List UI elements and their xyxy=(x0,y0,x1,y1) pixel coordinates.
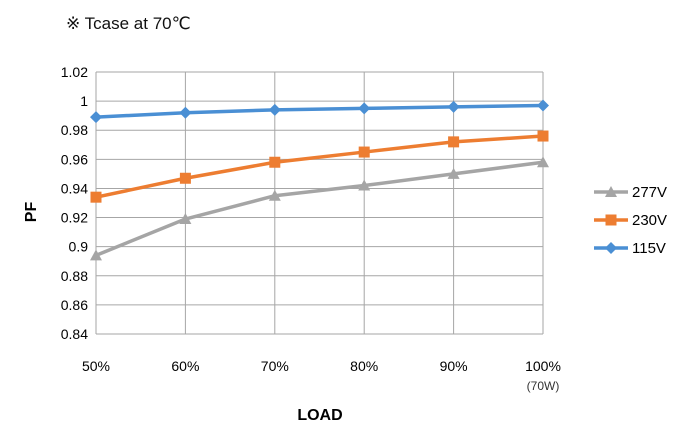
legend-label: 277V xyxy=(632,184,667,201)
series-line-277V xyxy=(95,160,544,258)
data-point-115V xyxy=(537,99,549,112)
x-tick-labels: 50% 60% 70% 80% 90% 100% (70W) xyxy=(82,358,561,393)
y-tick-labels: 0.84 0.86 0.88 0.9 0.92 0.94 0.96 0.98 1 1.02 xyxy=(61,64,88,342)
series-277V xyxy=(90,156,549,261)
x-tick-label: 90% xyxy=(440,358,468,374)
series-230V xyxy=(90,130,549,203)
data-point-115V xyxy=(268,103,281,116)
x-tick-label: 60% xyxy=(171,358,199,374)
x-tick-label: 70% xyxy=(261,358,289,374)
y-tick-label: 1.02 xyxy=(61,64,88,80)
y-tick-label: 0.96 xyxy=(61,151,88,167)
legend-entry-115V: 115V xyxy=(594,240,666,257)
y-tick-label: 0.86 xyxy=(61,297,88,313)
y-axis-title: PF xyxy=(23,202,40,223)
series-line-115V xyxy=(95,103,544,119)
data-point-277V xyxy=(537,156,549,168)
data-point-115V xyxy=(447,100,460,113)
data-point-230V xyxy=(269,156,281,168)
data-point-115V xyxy=(179,106,192,119)
y-tick-label: 0.94 xyxy=(61,180,88,196)
legend: 277V 230V 115V xyxy=(594,184,667,257)
series-group xyxy=(90,99,549,261)
y-tick-label: 0.9 xyxy=(69,239,89,255)
data-point-277V xyxy=(179,213,192,225)
legend-swatch-marker xyxy=(605,214,617,226)
data-point-230V xyxy=(448,136,460,148)
x-axis-title: LOAD xyxy=(297,407,342,424)
data-point-230V xyxy=(358,146,370,158)
data-point-230V xyxy=(90,191,102,203)
x-tick-label: 100% xyxy=(525,358,561,374)
grid xyxy=(95,71,544,335)
y-tick-label: 1 xyxy=(80,93,88,109)
legend-entry-230V: 230V xyxy=(594,212,667,229)
x-tick-sublabel: (70W) xyxy=(527,379,560,393)
data-point-277V xyxy=(447,167,460,179)
data-point-277V xyxy=(268,189,281,201)
data-point-230V xyxy=(537,130,549,142)
legend-label: 115V xyxy=(632,240,666,257)
data-point-277V xyxy=(358,179,371,191)
series-115V xyxy=(90,99,549,124)
series-line-230V xyxy=(95,134,544,199)
legend-entry-277V: 277V xyxy=(594,184,667,201)
y-tick-label: 0.92 xyxy=(61,210,88,226)
data-point-277V xyxy=(90,249,102,261)
legend-swatch-marker xyxy=(605,242,617,254)
data-point-115V xyxy=(90,111,102,124)
y-tick-label: 0.84 xyxy=(61,326,88,342)
x-tick-label: 80% xyxy=(350,358,378,374)
legend-label: 230V xyxy=(632,212,667,229)
x-tick-label: 50% xyxy=(82,358,110,374)
note-text: ※ Tcase at 70℃ xyxy=(66,14,191,33)
y-tick-label: 0.98 xyxy=(61,122,88,138)
legend-swatch-marker xyxy=(605,186,617,197)
data-point-230V xyxy=(179,172,191,184)
y-tick-label: 0.88 xyxy=(61,268,88,284)
data-point-115V xyxy=(358,102,371,115)
